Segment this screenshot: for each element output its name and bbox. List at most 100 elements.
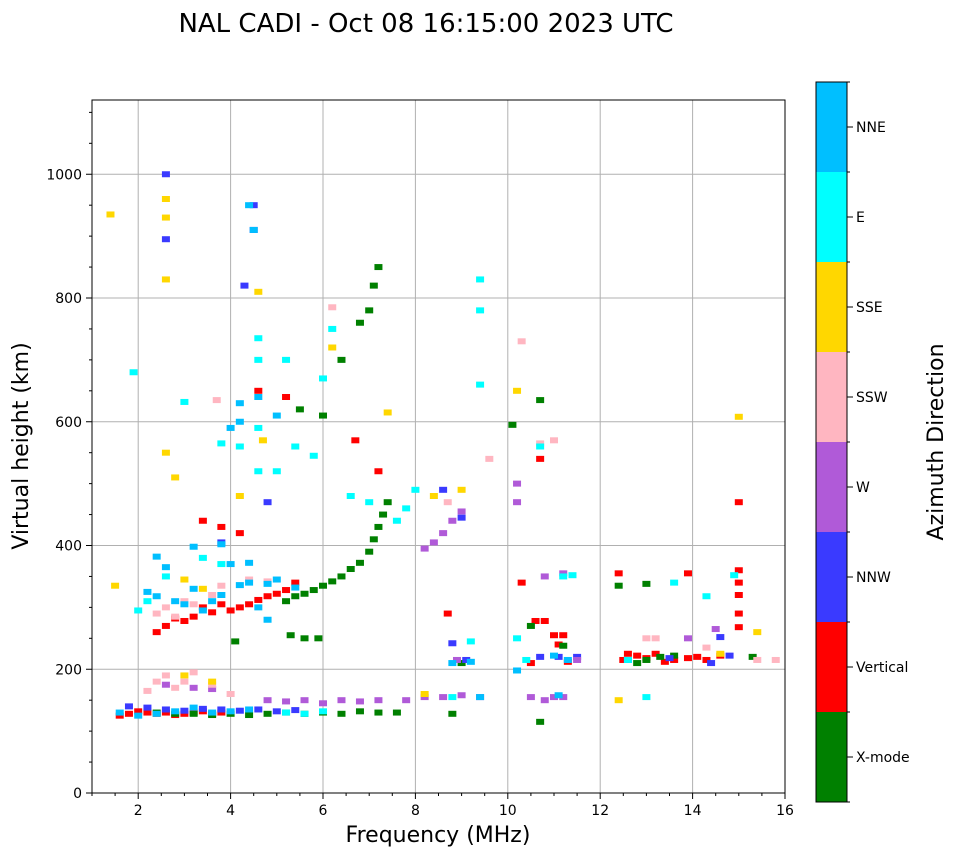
data-point bbox=[198, 607, 207, 614]
data-point bbox=[161, 449, 170, 456]
data-point bbox=[143, 687, 152, 694]
data-point bbox=[189, 585, 198, 592]
data-point bbox=[536, 718, 545, 725]
data-point bbox=[295, 406, 304, 413]
data-point bbox=[513, 499, 522, 506]
data-point bbox=[161, 709, 170, 716]
data-point bbox=[513, 667, 522, 674]
data-point bbox=[642, 694, 651, 701]
y-tick-label: 1000 bbox=[46, 167, 82, 183]
data-point bbox=[642, 580, 651, 587]
data-point bbox=[272, 412, 281, 419]
data-point bbox=[212, 397, 221, 404]
data-point bbox=[171, 684, 180, 691]
series-x-mode bbox=[152, 264, 757, 725]
data-point bbox=[208, 686, 217, 693]
y-tick-label: 400 bbox=[55, 539, 82, 555]
data-point bbox=[554, 641, 563, 648]
x-tick-label: 16 bbox=[776, 803, 794, 819]
data-point bbox=[573, 653, 582, 660]
data-point bbox=[462, 656, 471, 663]
data-point bbox=[536, 440, 545, 447]
grid-lines bbox=[92, 100, 786, 793]
data-point bbox=[559, 573, 568, 580]
data-point bbox=[466, 658, 475, 665]
data-point bbox=[189, 613, 198, 620]
data-point bbox=[217, 561, 226, 568]
data-point bbox=[614, 582, 623, 589]
data-point bbox=[152, 593, 161, 600]
data-point bbox=[124, 710, 133, 717]
colorbar-segment bbox=[816, 352, 847, 442]
y-tick-label: 800 bbox=[55, 291, 82, 307]
data-point bbox=[291, 443, 300, 450]
data-point bbox=[291, 579, 300, 586]
data-point bbox=[665, 655, 674, 662]
data-point bbox=[180, 710, 189, 717]
series-e bbox=[129, 276, 739, 717]
data-point bbox=[235, 418, 244, 425]
data-point bbox=[235, 604, 244, 611]
data-point bbox=[623, 650, 632, 657]
data-point bbox=[734, 579, 743, 586]
data-point bbox=[245, 706, 254, 713]
data-point bbox=[180, 678, 189, 685]
data-point bbox=[161, 706, 170, 713]
data-point bbox=[656, 653, 665, 660]
colorbar-tick-label: X-mode bbox=[856, 750, 910, 766]
data-point bbox=[115, 709, 124, 716]
data-point bbox=[291, 707, 300, 714]
data-point bbox=[753, 656, 762, 663]
data-point bbox=[369, 536, 378, 543]
data-point bbox=[226, 424, 235, 431]
data-point bbox=[554, 653, 563, 660]
data-point bbox=[226, 691, 235, 697]
data-point bbox=[559, 694, 568, 701]
data-point bbox=[272, 708, 281, 715]
data-point bbox=[198, 705, 207, 712]
data-point bbox=[300, 710, 309, 717]
data-point bbox=[171, 708, 180, 715]
data-point bbox=[355, 708, 364, 715]
data-point bbox=[300, 590, 309, 597]
data-point bbox=[734, 592, 743, 598]
data-point bbox=[660, 658, 669, 665]
data-point bbox=[337, 710, 346, 717]
data-point bbox=[134, 708, 143, 715]
data-point bbox=[171, 474, 180, 481]
data-point bbox=[198, 604, 207, 611]
data-point bbox=[513, 387, 522, 394]
data-point bbox=[337, 573, 346, 580]
data-point bbox=[152, 678, 161, 685]
data-point bbox=[152, 710, 161, 717]
data-point bbox=[217, 706, 226, 713]
data-point bbox=[670, 652, 679, 659]
data-point bbox=[346, 566, 355, 573]
data-point bbox=[328, 344, 337, 351]
data-point bbox=[189, 543, 198, 550]
data-point bbox=[355, 319, 364, 326]
data-point bbox=[263, 499, 272, 506]
data-point bbox=[208, 709, 217, 716]
data-point bbox=[226, 607, 235, 614]
data-point bbox=[457, 660, 466, 667]
data-points bbox=[106, 171, 780, 725]
x-tick-label: 10 bbox=[499, 803, 517, 819]
data-point bbox=[365, 548, 374, 555]
data-point bbox=[619, 656, 628, 663]
data-point bbox=[328, 304, 337, 311]
data-point bbox=[540, 617, 549, 624]
data-point bbox=[180, 617, 189, 624]
data-point bbox=[642, 656, 651, 663]
data-point bbox=[272, 576, 281, 583]
data-point bbox=[263, 593, 272, 600]
y-tick-label: 0 bbox=[73, 786, 82, 802]
data-point bbox=[189, 601, 198, 608]
data-point bbox=[161, 276, 170, 283]
data-point bbox=[651, 635, 660, 642]
data-point bbox=[300, 635, 309, 642]
data-point bbox=[351, 437, 360, 444]
data-point bbox=[734, 499, 743, 506]
data-point bbox=[282, 587, 291, 594]
data-point bbox=[249, 226, 258, 233]
